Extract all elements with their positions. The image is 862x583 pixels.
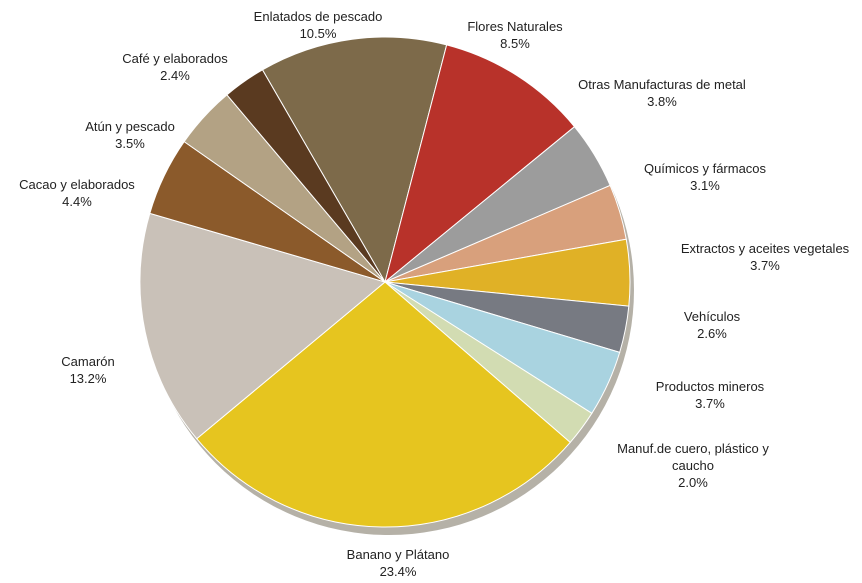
- value-label: 4.4%: [0, 193, 157, 210]
- value-label: 3.7%: [630, 395, 790, 412]
- category-label: Atún y pescado: [60, 118, 200, 135]
- value-label: 2.4%: [95, 67, 255, 84]
- category-label: Manuf.de cuero, plástico y caucho: [598, 440, 788, 474]
- value-label: 2.6%: [652, 325, 772, 342]
- value-label: 3.1%: [615, 177, 795, 194]
- value-label: 3.7%: [665, 257, 862, 274]
- category-label: Enlatados de pescado: [218, 8, 418, 25]
- category-label: Extractos y aceites vegetales: [665, 240, 862, 257]
- value-label: 8.5%: [440, 35, 590, 52]
- value-label: 3.8%: [577, 93, 747, 110]
- value-label: 2.0%: [598, 474, 788, 491]
- value-label: 23.4%: [298, 563, 498, 580]
- category-label: Café y elaborados: [95, 50, 255, 67]
- value-label: 13.2%: [38, 370, 138, 387]
- value-label: 10.5%: [218, 25, 418, 42]
- category-label: Camarón: [38, 353, 138, 370]
- chart: Enlatados de pescado10.5% Flores Naturale…: [0, 0, 862, 583]
- value-label: 3.5%: [60, 135, 200, 152]
- category-label: Flores Naturales: [440, 18, 590, 35]
- category-label: Químicos y fármacos: [615, 160, 795, 177]
- category-label: Cacao y elaborados: [0, 176, 157, 193]
- category-label: Vehículos: [652, 308, 772, 325]
- category-label: Productos mineros: [630, 378, 790, 395]
- category-label: Otras Manufacturas de metal: [577, 76, 747, 93]
- category-label: Banano y Plátano: [298, 546, 498, 563]
